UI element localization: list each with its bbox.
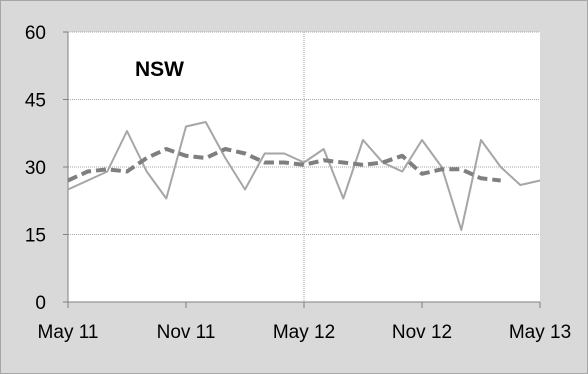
series-line-solid: [67, 121, 541, 231]
y-tick-label: 60: [25, 23, 46, 44]
chart-title: NSW: [135, 58, 184, 81]
x-tick-label: May 13: [509, 322, 571, 343]
x-tick-label: May 11: [38, 322, 99, 343]
y-tick-label: 30: [25, 158, 46, 179]
gridlines: [68, 31, 540, 302]
series-lines: [67, 121, 541, 231]
y-tick-labels: 0 15 30 45 60: [25, 23, 46, 314]
y-tick-label: 45: [25, 91, 46, 112]
axes: [63, 31, 541, 308]
x-tick-labels: May 11 Nov 11 May 12 Nov 12 May 13: [38, 322, 572, 343]
x-tick-label: Nov 11: [157, 322, 216, 343]
y-tick-label: 15: [25, 226, 46, 247]
series-line-dashed: [67, 147, 501, 183]
x-tick-label: May 12: [273, 322, 335, 343]
y-tick-label: 0: [35, 293, 46, 314]
x-tick-label: Nov 12: [392, 322, 452, 343]
